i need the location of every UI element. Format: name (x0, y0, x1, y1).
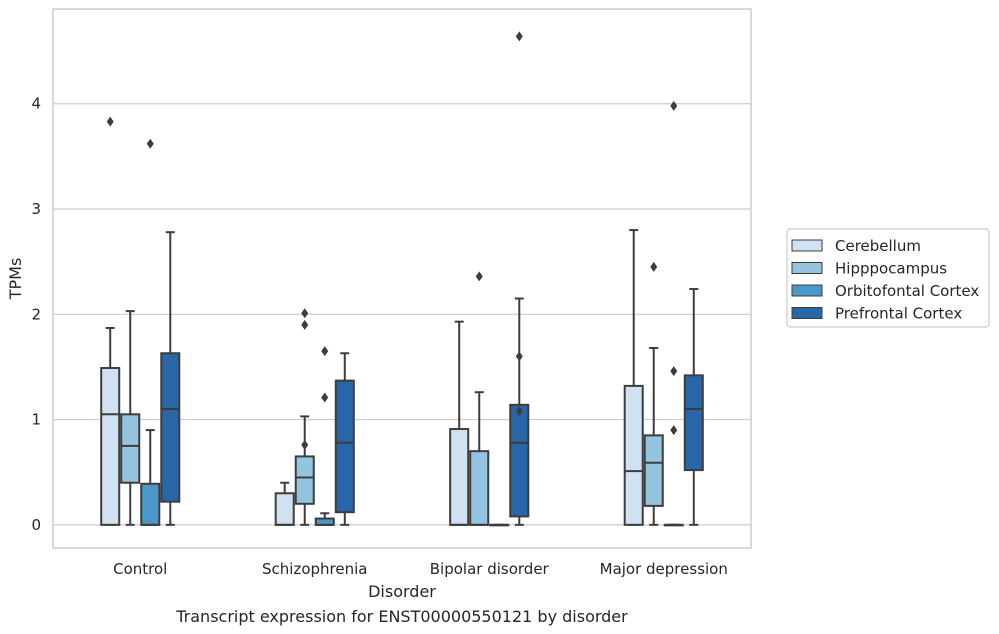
x-tick-label: Schizophrenia (262, 560, 367, 578)
outlier-point (106, 116, 114, 127)
chart-caption: Transcript expression for ENST0000055012… (175, 607, 628, 626)
y-axis-title: TPMs (6, 258, 25, 301)
legend: Cerebellum Hipppocampus Orbitofontal Corte… (786, 228, 990, 328)
outlier-point (515, 31, 523, 42)
box-cerebellum-0 (100, 116, 121, 526)
box-hipppocampus-1 (294, 308, 315, 526)
y-tick-labels: 0 1 2 3 4 (31, 95, 41, 534)
legend-item: Hipppocampus (791, 260, 947, 278)
legend-item: Cerebellum (791, 237, 921, 255)
legend-frame (786, 228, 990, 328)
legend-label: Cerebellum (835, 237, 921, 255)
box-body (623, 384, 644, 526)
box-body (334, 379, 355, 514)
legend-label: Prefrontal Cortex (835, 305, 962, 323)
box-body (683, 374, 704, 472)
box-cerebellum-1 (274, 481, 295, 526)
outlier-point (650, 261, 658, 272)
box-prefrontal-cortex-0 (160, 231, 181, 526)
outlier-point (146, 138, 154, 149)
box-body (274, 492, 295, 526)
legend-label: Hipppocampus (835, 260, 947, 278)
outlier-point (670, 100, 678, 111)
box-body (100, 366, 121, 526)
y-tick-label: 2 (31, 305, 41, 323)
x-axis-title: Disorder (368, 582, 436, 601)
box-cerebellum-3 (623, 229, 644, 526)
outlier-point (670, 425, 678, 436)
x-tick-label: Major depression (600, 560, 728, 578)
box-cerebellum-2 (449, 320, 470, 526)
box-body (120, 413, 141, 484)
outlier-point (515, 406, 523, 417)
box-hipppocampus-3 (643, 261, 664, 526)
legend-swatch (791, 284, 823, 297)
legend-swatch (791, 262, 823, 274)
box-orbitofontal-cortex-3 (663, 100, 684, 527)
box-orbitofontal-cortex-1 (314, 346, 335, 526)
legend-swatch (791, 307, 823, 319)
box-prefrontal-cortex-3 (683, 288, 704, 526)
outlier-point (515, 351, 523, 362)
box-body (509, 403, 530, 518)
box-hipppocampus-0 (120, 310, 141, 526)
box-hipppocampus-2 (469, 271, 490, 526)
outlier-point (321, 346, 329, 357)
plot-frame (52, 8, 752, 549)
box-body (643, 434, 664, 507)
box-orbitofontal-cortex-2 (489, 523, 510, 527)
box-body (294, 455, 315, 505)
box-body (160, 352, 181, 503)
legend-swatch (791, 239, 823, 252)
outlier-point (670, 366, 678, 377)
box-orbitofontal-cortex-0 (140, 138, 161, 526)
y-tick-label: 3 (31, 200, 41, 218)
box-body (449, 428, 470, 526)
legend-label: Orbitofontal Cortex (835, 282, 979, 300)
outlier-point (301, 308, 309, 319)
x-tick-label: Bipolar disorder (430, 560, 550, 578)
box-prefrontal-cortex-1 (334, 352, 355, 526)
outlier-point (321, 392, 329, 403)
outlier-point (301, 439, 309, 450)
outlier-point (475, 271, 483, 282)
y-tick-label: 0 (31, 516, 41, 534)
legend-item: Prefrontal Cortex (791, 305, 962, 323)
y-tick-label: 4 (31, 95, 41, 113)
legend-item: Orbitofontal Cortex (791, 282, 979, 300)
box-body (469, 450, 490, 526)
box-prefrontal-cortex-2 (509, 31, 530, 526)
x-tick-label: Control (113, 560, 167, 578)
box-body (140, 482, 161, 526)
outlier-point (301, 319, 309, 330)
x-tick-labels: Control Schizophrenia Bipolar disorder Majo… (113, 560, 728, 578)
y-tick-label: 1 (31, 411, 41, 429)
box-groups (100, 31, 704, 527)
